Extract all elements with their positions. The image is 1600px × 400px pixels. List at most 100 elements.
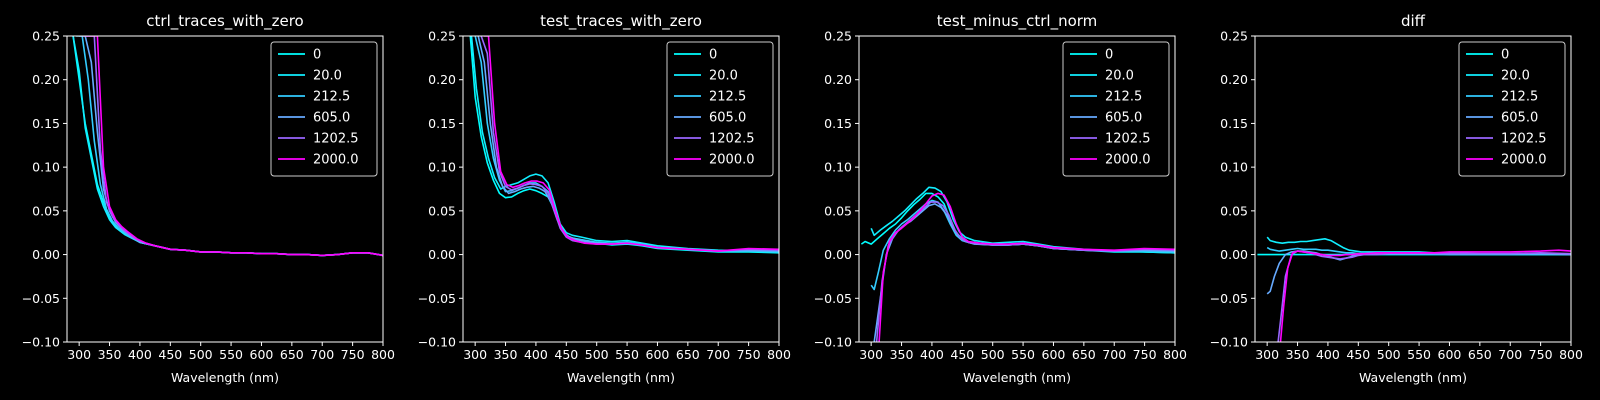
y-tick-label: 0.15 <box>428 116 456 131</box>
x-tick-label: 550 <box>1407 347 1431 362</box>
x-tick-label: 750 <box>1133 347 1157 362</box>
x-tick-label: 500 <box>189 347 213 362</box>
legend-entry: 212.5 <box>313 90 350 105</box>
x-tick-label: 650 <box>280 347 304 362</box>
x-tick-label: 400 <box>524 347 548 362</box>
chart-title: test_traces_with_zero <box>540 12 702 31</box>
series-group <box>72 36 383 257</box>
series-line-20.0 <box>470 36 779 252</box>
y-tick-label: 0.25 <box>32 29 60 44</box>
y-tick-label: −0.10 <box>418 335 456 350</box>
y-tick-label: 0.20 <box>428 72 456 87</box>
chart-panel-4: 300 350 400 450 500 550 600 650 700 750 800 −0.10 −0… <box>1210 12 1583 385</box>
x-tick-label: 350 <box>98 347 122 362</box>
y-tick-label: 0.05 <box>32 203 60 218</box>
y-tick-label: 0.05 <box>1220 203 1248 218</box>
chart-panel-2: 300 350 400 450 500 550 600 650 700 750 800 −0.10 −0… <box>418 12 791 385</box>
chart-title: diff <box>1401 12 1426 30</box>
x-tick-label: 450 <box>554 347 578 362</box>
y-tick-label: 0.10 <box>824 160 852 175</box>
x-axis-label: Wavelength (nm) <box>1359 370 1467 385</box>
legend-entry: 0 <box>1501 48 1509 63</box>
chart-panel-1: 300 350 400 450 500 550 600 650 700 750 800 −0.10 −0… <box>22 12 395 385</box>
x-tick-label: 300 <box>859 347 883 362</box>
legend-entry: 605.0 <box>1105 111 1142 126</box>
y-tick-label: 0.10 <box>32 160 60 175</box>
x-tick-label: 400 <box>1316 347 1340 362</box>
legend-entry: 2000.0 <box>1501 153 1547 168</box>
series-line-2000.0 <box>1279 249 1571 342</box>
x-tick-label: 350 <box>1286 347 1310 362</box>
y-tick-label: −0.10 <box>1210 335 1248 350</box>
y-tick-label: 0.15 <box>824 116 852 131</box>
x-tick-label: 300 <box>463 347 487 362</box>
axes-frame <box>1254 35 1572 343</box>
x-tick-label: 800 <box>767 347 791 362</box>
legend-entry: 0 <box>1105 48 1113 63</box>
x-tick-label: 400 <box>128 347 152 362</box>
x-tick-label: 700 <box>310 347 334 362</box>
y-tick-label: 0.00 <box>1220 247 1248 262</box>
x-tick-label: 700 <box>1102 347 1126 362</box>
y-tick-label: −0.05 <box>22 291 60 306</box>
x-axis-label: Wavelength (nm) <box>171 370 279 385</box>
series-group <box>860 186 1175 342</box>
series-line-2000.0 <box>878 192 1175 342</box>
y-tick-label: 0.15 <box>1220 116 1248 131</box>
x-tick-label: 500 <box>1377 347 1401 362</box>
series-line-1202.5 <box>1277 250 1571 342</box>
y-tick-label: 0.00 <box>824 247 852 262</box>
legend: 0 20.0 212.5 605.0 1202.5 2000.0 <box>1062 41 1170 177</box>
x-tick-label: 600 <box>646 347 670 362</box>
legend-entry: 605.0 <box>1501 111 1538 126</box>
legend-entry: 2000.0 <box>1105 153 1151 168</box>
legend-entry: 1202.5 <box>1105 132 1151 147</box>
x-tick-label: 600 <box>1438 347 1462 362</box>
legend-entry: 605.0 <box>709 111 746 126</box>
x-tick-label: 400 <box>920 347 944 362</box>
legend-entry: 20.0 <box>1501 69 1530 84</box>
series-line-1202.5 <box>875 201 1175 342</box>
x-tick-label: 500 <box>585 347 609 362</box>
legend-entry: 20.0 <box>709 69 738 84</box>
x-tick-label: 800 <box>1163 347 1187 362</box>
legend: 0 20.0 212.5 605.0 1202.5 2000.0 <box>666 41 774 177</box>
x-tick-label: 750 <box>341 347 365 362</box>
y-tick-label: −0.05 <box>814 291 852 306</box>
x-tick-label: 750 <box>1529 347 1553 362</box>
legend-entry: 1202.5 <box>709 132 755 147</box>
x-tick-label: 300 <box>1255 347 1279 362</box>
x-axis-label: Wavelength (nm) <box>567 370 675 385</box>
y-tick-label: −0.10 <box>814 335 852 350</box>
legend-entry: 1202.5 <box>313 132 359 147</box>
legend: 0 20.0 212.5 605.0 1202.5 2000.0 <box>1458 41 1566 177</box>
legend-entry: 0 <box>709 48 717 63</box>
y-tick-label: −0.10 <box>22 335 60 350</box>
x-tick-label: 700 <box>706 347 730 362</box>
y-tick-label: −0.05 <box>1210 291 1248 306</box>
legend-entry: 212.5 <box>1501 90 1538 105</box>
y-tick-label: 0.20 <box>824 72 852 87</box>
x-tick-label: 800 <box>371 347 395 362</box>
x-tick-label: 500 <box>981 347 1005 362</box>
chart-panel-3: 300 350 400 450 500 550 600 650 700 750 800 −0.10 −0… <box>814 12 1187 385</box>
x-tick-label: 600 <box>250 347 274 362</box>
x-tick-label: 700 <box>1498 347 1522 362</box>
x-tick-label: 750 <box>737 347 761 362</box>
series-group <box>1257 236 1571 342</box>
x-tick-label: 300 <box>67 347 91 362</box>
x-tick-label: 650 <box>1072 347 1096 362</box>
x-tick-label: 650 <box>1468 347 1492 362</box>
y-tick-label: 0.25 <box>428 29 456 44</box>
x-tick-label: 800 <box>1559 347 1583 362</box>
y-tick-label: 0.20 <box>32 72 60 87</box>
y-tick-label: 0.00 <box>32 247 60 262</box>
legend-entry: 0 <box>313 48 321 63</box>
x-tick-label: 350 <box>494 347 518 362</box>
y-tick-label: 0.05 <box>428 203 456 218</box>
series-line-605.0 <box>873 203 1175 342</box>
legend-entry: 605.0 <box>313 111 350 126</box>
y-tick-label: 0.10 <box>428 160 456 175</box>
x-tick-label: 650 <box>676 347 700 362</box>
